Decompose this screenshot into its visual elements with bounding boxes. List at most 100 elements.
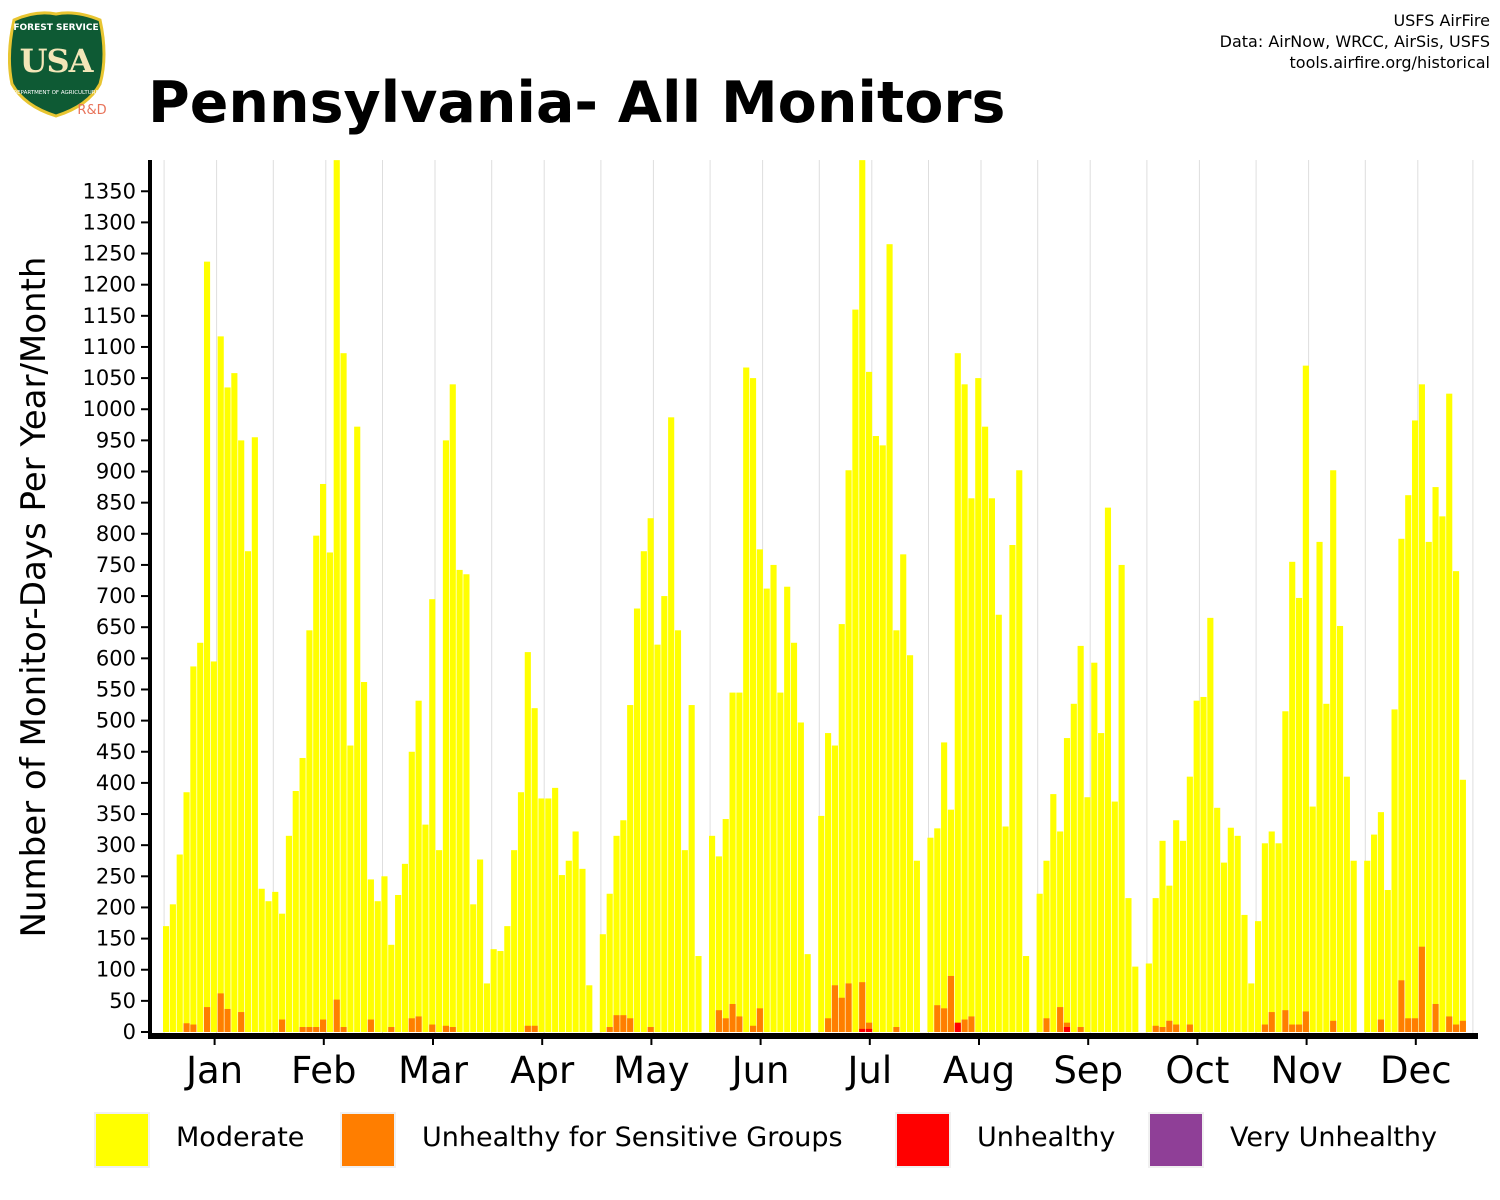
bar-unhealthy-for-sensitive-groups [203, 1007, 211, 1032]
bar-moderate [988, 498, 995, 1032]
bar-moderate [743, 367, 750, 1032]
bar-moderate [1057, 831, 1064, 1032]
bar-moderate [1063, 738, 1071, 1032]
bar-moderate [975, 378, 982, 1033]
bar-moderate [1452, 571, 1460, 1032]
y-tick-label: 250 [96, 864, 136, 888]
bar-unhealthy-for-sensitive-groups [313, 1027, 320, 1032]
bar-moderate [490, 949, 497, 1032]
bar-moderate [1077, 645, 1084, 1032]
bar-moderate [1398, 538, 1405, 1032]
bar-unhealthy-for-sensitive-groups [1418, 946, 1425, 1032]
bar-unhealthy-for-sensitive-groups [620, 1015, 627, 1032]
bar-unhealthy-for-sensitive-groups [736, 1016, 743, 1032]
bar-unhealthy-for-sensitive-groups [934, 1005, 941, 1032]
bar-moderate [1391, 709, 1398, 1032]
bar-unhealthy [1063, 1027, 1071, 1032]
bar-moderate [231, 373, 238, 1032]
bar-unhealthy-for-sensitive-groups [1446, 1016, 1453, 1032]
x-tick-label: Apr [510, 1049, 575, 1092]
bar-moderate [722, 819, 729, 1032]
bar-moderate [1384, 890, 1391, 1032]
bar-moderate [777, 692, 784, 1032]
bar-moderate [1255, 921, 1262, 1032]
bar-moderate [197, 642, 204, 1032]
bar-unhealthy-for-sensitive-groups [756, 1008, 763, 1032]
bar-unhealthy-for-sensitive-groups [367, 1019, 374, 1032]
bar-unhealthy-for-sensitive-groups [415, 1016, 422, 1032]
legend-label: Very Unhealthy [1230, 1122, 1437, 1153]
bar-moderate [429, 599, 436, 1032]
bar-unhealthy-for-sensitive-groups [606, 1027, 613, 1032]
bar-moderate [1439, 516, 1446, 1032]
bar-moderate [647, 518, 654, 1032]
bar-moderate [906, 655, 914, 1032]
bar-moderate [804, 954, 811, 1032]
bar-moderate [224, 387, 231, 1032]
bar-moderate [511, 850, 518, 1032]
x-tick-label: Dec [1380, 1049, 1452, 1092]
bar-moderate [640, 551, 647, 1032]
bar-moderate [668, 417, 675, 1033]
bar-unhealthy-for-sensitive-groups [1412, 1018, 1419, 1032]
bar-unhealthy-for-sensitive-groups [190, 1024, 197, 1032]
forest-service-logo-icon: FOREST SERVICE USA DEPARTMENT OF AGRICUL… [8, 11, 107, 118]
bar-unhealthy-for-sensitive-groups [1173, 1024, 1180, 1032]
bar-moderate [695, 956, 702, 1032]
bar-unhealthy-for-sensitive-groups [749, 1025, 757, 1032]
bar-moderate [1118, 564, 1125, 1032]
bar-unhealthy-for-sensitive-groups [722, 1018, 729, 1032]
bar-moderate [1268, 831, 1275, 1032]
bar-moderate [1179, 840, 1187, 1032]
bar-moderate [1405, 495, 1412, 1032]
bar-unhealthy-for-sensitive-groups [1398, 980, 1405, 1032]
legend-swatch [1148, 1112, 1204, 1168]
bar-moderate [1323, 703, 1330, 1032]
bar-unhealthy [859, 1028, 866, 1032]
chart: 0 50 100 150 200 250 300 350 400 450 500 550 600 650 7… [14, 160, 1478, 1092]
bar-moderate [1152, 898, 1159, 1032]
bar-moderate [531, 708, 538, 1032]
bar-moderate [401, 863, 409, 1032]
bar-moderate [749, 378, 757, 1033]
bar-moderate [1016, 470, 1023, 1032]
bar-moderate [217, 336, 224, 1032]
bar-moderate [709, 835, 716, 1032]
bar-moderate [1248, 983, 1255, 1032]
bar-moderate [1316, 541, 1323, 1032]
bar-moderate [279, 913, 286, 1032]
bar-moderate [1193, 700, 1200, 1032]
bar-moderate [285, 835, 292, 1032]
bar-moderate [169, 904, 176, 1032]
bar-moderate [374, 901, 381, 1032]
bar-unhealthy-for-sensitive-groups [893, 1027, 900, 1032]
bar-moderate [1309, 806, 1316, 1032]
bar-unhealthy-for-sensitive-groups [224, 1008, 231, 1032]
bar-moderate [347, 745, 354, 1032]
legend-label: Moderate [176, 1122, 305, 1153]
bar-unhealthy-for-sensitive-groups [613, 1015, 620, 1032]
bar-moderate [1050, 794, 1057, 1032]
bar-unhealthy-for-sensitive-groups [333, 999, 340, 1032]
bar-unhealthy-for-sensitive-groups [299, 1027, 306, 1032]
bar-moderate [927, 837, 934, 1032]
credits-block: USFS AirFire Data: AirNow, WRCC, AirSis,… [1220, 10, 1490, 73]
bar-unhealthy-for-sensitive-groups [429, 1024, 436, 1032]
x-tick-label: Jan [184, 1049, 243, 1092]
bar-moderate [763, 588, 770, 1032]
y-tick-label: 1150 [83, 304, 136, 328]
bar-moderate [1432, 487, 1439, 1033]
bar-moderate [1009, 545, 1016, 1032]
y-tick-label: 500 [96, 709, 136, 733]
bar-unhealthy-for-sensitive-groups [1377, 1019, 1384, 1032]
bar-moderate [941, 742, 948, 1032]
legend-swatch [94, 1112, 150, 1168]
bar-moderate [497, 951, 504, 1032]
y-tick-label: 1050 [83, 366, 136, 390]
bar-unhealthy-for-sensitive-groups [306, 1027, 313, 1032]
legend-swatch [340, 1112, 396, 1168]
y-tick-label: 1100 [83, 335, 136, 359]
y-tick-label: 800 [96, 522, 136, 546]
bar-unhealthy-for-sensitive-groups [1077, 1027, 1084, 1032]
bar-moderate [558, 875, 566, 1032]
